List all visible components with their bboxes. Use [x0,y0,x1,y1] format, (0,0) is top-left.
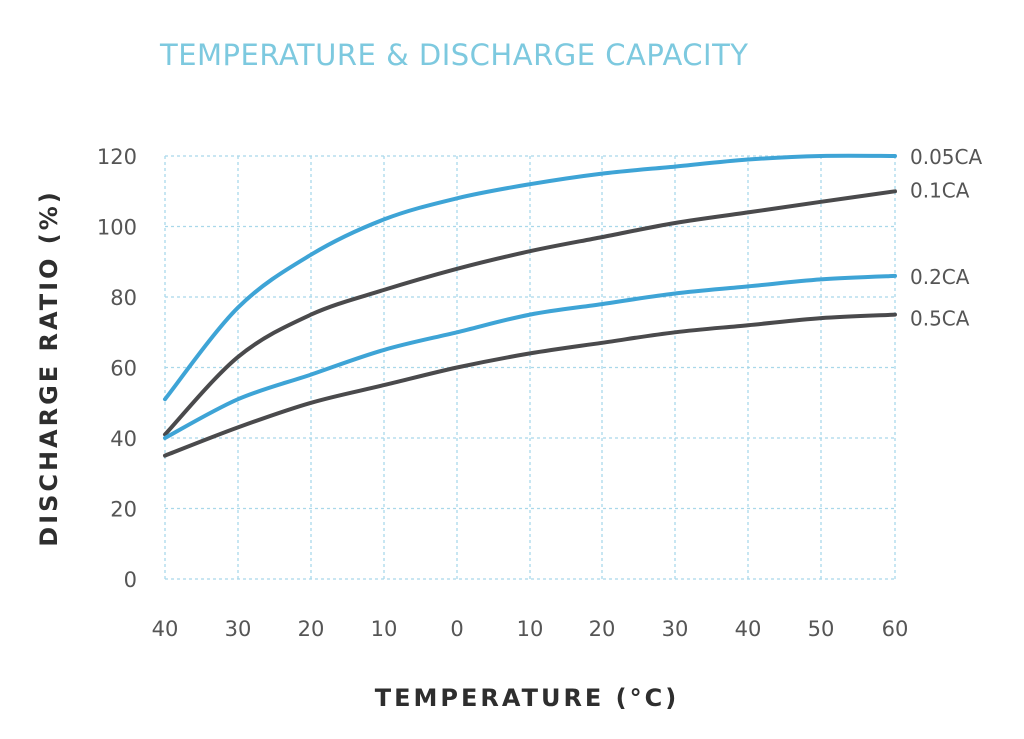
x-tick-label: 20 [298,617,325,641]
grid [164,155,896,580]
series-line [163,273,897,440]
x-tick-label: 40 [152,617,179,641]
x-tick-label: 10 [371,617,398,641]
series-labels: 0.05CA 0.1CA 0.2CA 0.5CA [910,145,982,331]
y-tick-label: 20 [110,498,137,522]
series-line [163,153,897,402]
x-tick-label: 50 [808,617,835,641]
series-label: 0.5CA [910,307,970,331]
series-line [163,312,897,458]
x-axis-ticks: 40 30 20 10 0 10 20 30 40 50 60 [152,617,909,641]
series-label: 0.2CA [910,265,970,289]
y-tick-label: 40 [110,427,137,451]
y-axis-ticks: 0 20 40 60 80 100 120 [97,145,137,592]
x-tick-label: 0 [450,617,463,641]
series-label: 0.05CA [910,145,982,169]
x-tick-label: 10 [517,617,544,641]
y-tick-label: 60 [110,357,137,381]
x-tick-label: 40 [735,617,762,641]
x-axis-title: TEMPERATURE (°C) [375,684,679,712]
x-tick-label: 20 [589,617,616,641]
y-tick-label: 100 [97,216,137,240]
series-line [163,189,897,437]
series-lines [163,153,897,458]
y-axis-title: DISCHARGE RATIO (%) [35,189,63,547]
series-label: 0.1CA [910,178,970,202]
y-tick-label: 120 [97,145,137,169]
y-tick-label: 80 [110,286,137,310]
x-tick-label: 60 [882,617,909,641]
chart-title: TEMPERATURE & DISCHARGE CAPACITY [160,38,749,72]
x-tick-label: 30 [225,617,252,641]
y-tick-label: 0 [124,568,137,592]
x-tick-label: 30 [662,617,689,641]
